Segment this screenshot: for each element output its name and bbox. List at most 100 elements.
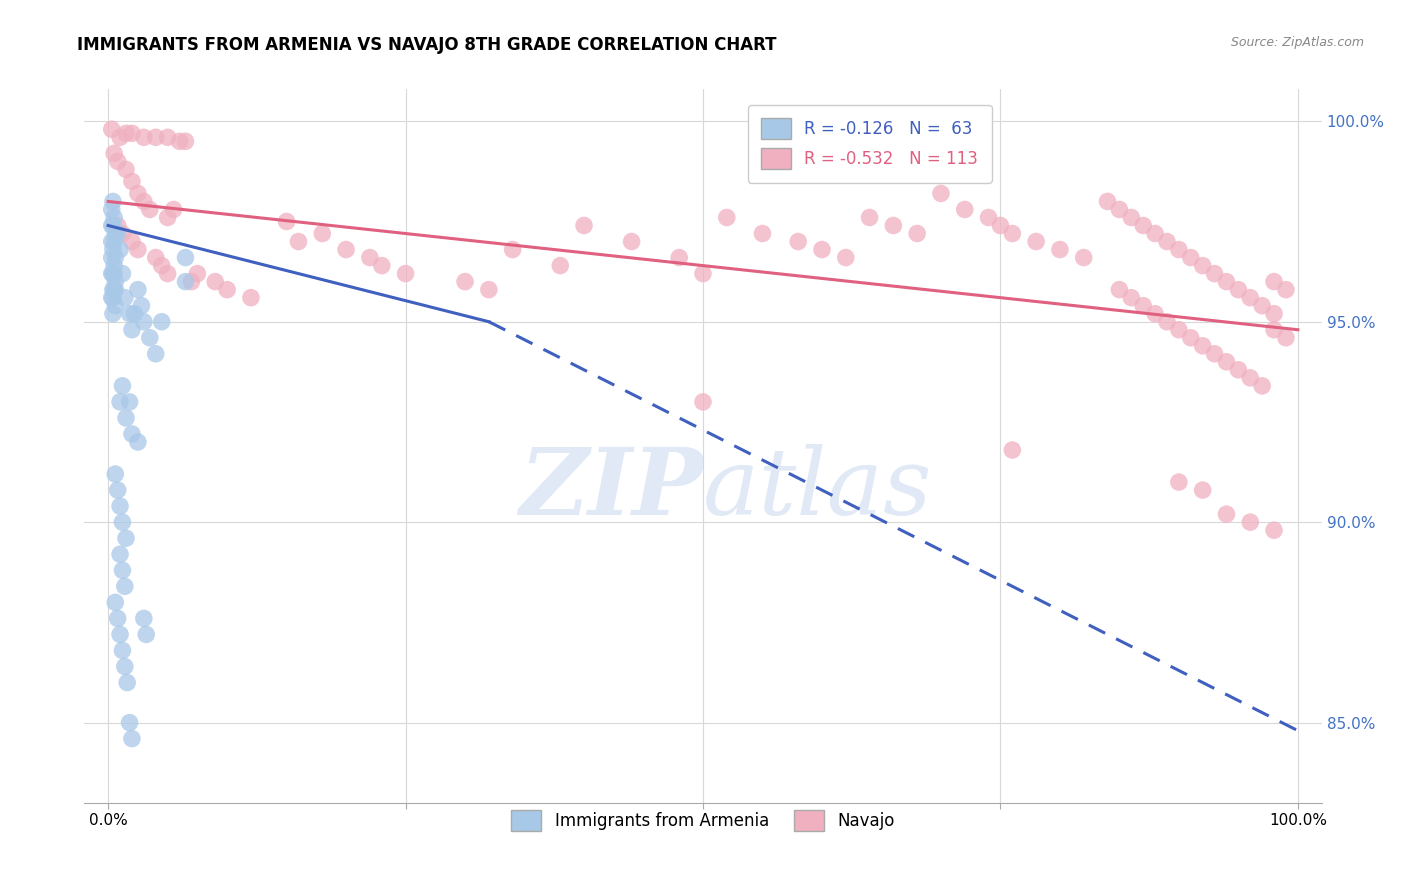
Point (121, 126, 143, 140)
Point (371, 259, 394, 273)
Point (121, 174, 143, 188)
Point (150, 259, 173, 273)
Point (101, 219, 124, 233)
Point (115, 675, 138, 690)
Point (127, 243, 149, 257)
Point (1215, 275, 1237, 289)
Point (882, 219, 904, 233)
Point (990, 219, 1012, 233)
Point (811, 243, 834, 257)
Point (127, 186, 149, 201)
Point (108, 395, 131, 409)
Point (100, 267, 122, 281)
Point (1167, 323, 1189, 337)
Point (121, 235, 143, 249)
Point (1251, 379, 1274, 393)
Point (100, 291, 122, 305)
Point (1239, 515, 1261, 529)
Point (104, 595, 127, 609)
Point (135, 627, 157, 641)
Point (1251, 299, 1274, 313)
Point (115, 411, 138, 425)
Point (572, 219, 595, 233)
Point (121, 323, 143, 337)
Point (359, 251, 381, 265)
Point (108, 547, 131, 561)
Point (156, 211, 179, 225)
Point (103, 235, 125, 249)
Point (114, 579, 136, 593)
Point (104, 227, 127, 241)
Point (692, 267, 714, 281)
Point (174, 251, 197, 265)
Point (145, 251, 167, 265)
Point (1215, 507, 1237, 521)
Point (1001, 227, 1024, 241)
Point (1144, 307, 1167, 321)
Text: Source: ZipAtlas.com: Source: ZipAtlas.com (1230, 36, 1364, 49)
Point (502, 243, 524, 257)
Point (335, 243, 357, 257)
Point (132, 194, 155, 209)
Point (169, 134, 191, 148)
Point (124, 307, 146, 321)
Point (114, 659, 136, 673)
Point (162, 202, 184, 217)
Point (1227, 363, 1250, 377)
Point (1180, 331, 1202, 345)
Point (104, 283, 127, 297)
Point (1263, 523, 1285, 537)
Point (1263, 307, 1285, 321)
Point (394, 267, 416, 281)
Point (1180, 251, 1202, 265)
Point (311, 227, 333, 241)
Point (107, 483, 129, 497)
Point (1156, 235, 1178, 249)
Point (103, 259, 125, 273)
Point (115, 531, 138, 545)
Point (104, 299, 127, 313)
Point (1239, 291, 1261, 305)
Point (1108, 202, 1130, 217)
Point (121, 731, 143, 746)
Point (103, 267, 125, 281)
Point (111, 267, 134, 281)
Point (1191, 339, 1213, 353)
Point (115, 126, 138, 140)
Point (1156, 315, 1178, 329)
Point (716, 211, 738, 225)
Point (111, 563, 134, 577)
Point (100, 122, 122, 136)
Point (101, 283, 124, 297)
Point (1227, 283, 1250, 297)
Point (132, 611, 155, 625)
Point (1239, 371, 1261, 385)
Point (668, 251, 690, 265)
Point (104, 467, 127, 481)
Point (104, 251, 127, 265)
Point (1001, 442, 1024, 457)
Point (132, 130, 155, 145)
Point (139, 202, 162, 217)
Point (180, 275, 202, 289)
Point (107, 154, 129, 169)
Point (101, 243, 124, 257)
Point (787, 235, 810, 249)
Point (107, 219, 129, 233)
Point (1073, 251, 1095, 265)
Point (139, 331, 162, 345)
Point (101, 194, 124, 209)
Point (1204, 347, 1226, 361)
Point (174, 134, 197, 148)
Point (103, 211, 125, 225)
Point (101, 291, 124, 305)
Point (1132, 219, 1154, 233)
Point (118, 395, 141, 409)
Point (111, 643, 134, 657)
Point (835, 251, 858, 265)
Point (1167, 243, 1189, 257)
Point (1275, 331, 1298, 345)
Point (858, 211, 880, 225)
Point (1191, 483, 1213, 497)
Point (104, 275, 127, 289)
